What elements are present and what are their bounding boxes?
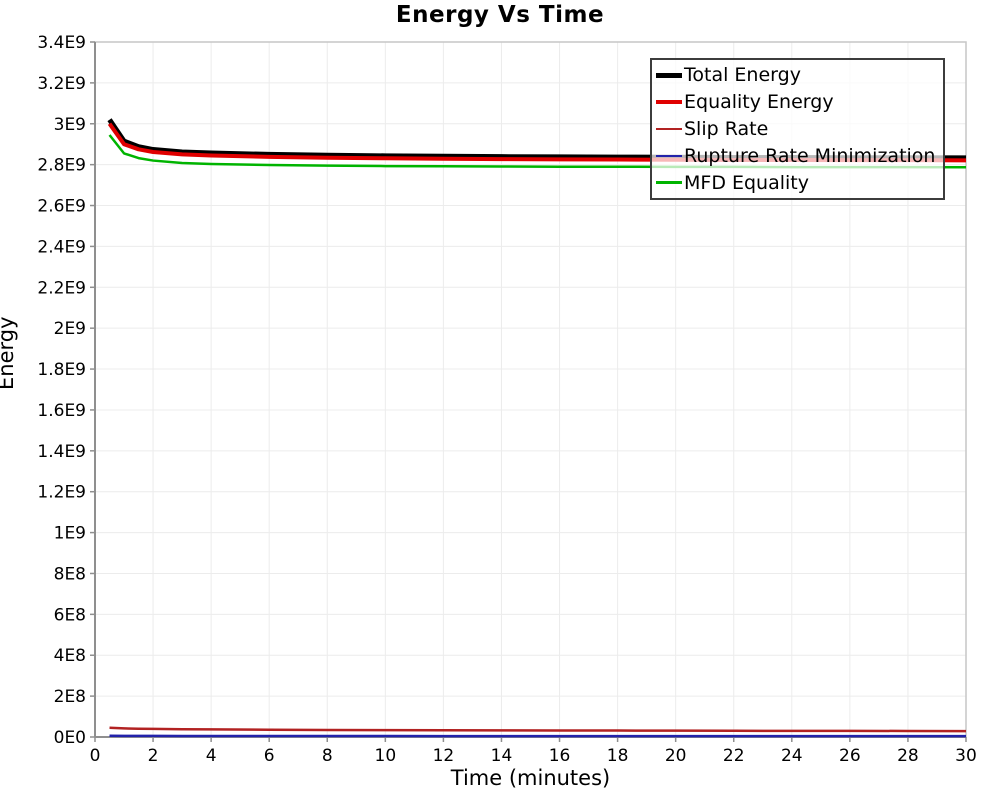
x-tick-label: 30	[955, 746, 977, 766]
legend-swatch-line	[656, 154, 682, 158]
y-tick-label: 6E8	[54, 605, 86, 625]
legend-label: MFD Equality	[684, 171, 809, 194]
legend-label: Equality Energy	[684, 91, 834, 114]
x-tick-label: 0	[90, 746, 101, 766]
x-tick-label: 22	[723, 746, 745, 766]
legend-label: Total Energy	[684, 64, 801, 87]
x-tick-label: 2	[148, 746, 159, 766]
legend-swatch-line	[656, 72, 682, 78]
legend-item: Equality Energy	[656, 89, 943, 115]
legend-swatch-line	[656, 100, 682, 105]
chart-title: Energy Vs Time	[395, 2, 605, 28]
legend-label: Rupture Rate Minimization	[684, 144, 936, 167]
y-tick-label: 0E0	[54, 728, 86, 748]
legend-item: Total Energy	[656, 62, 943, 88]
series-line-slip-rate	[109, 726, 967, 733]
x-tick-label: 14	[491, 746, 513, 766]
legend-label: Slip Rate	[684, 117, 769, 140]
x-tick-label: 4	[206, 746, 217, 766]
y-tick-label: 1E9	[54, 524, 86, 544]
x-tick-label: 6	[264, 746, 275, 766]
y-tick-label: 1.8E9	[37, 360, 86, 380]
x-tick-label: 28	[897, 746, 919, 766]
legend-item: Slip Rate	[656, 116, 943, 142]
y-tick-label: 3.4E9	[37, 33, 86, 53]
y-tick-label: 8E8	[54, 564, 86, 584]
y-tick-label: 1.2E9	[37, 483, 86, 503]
y-tick-label: 2.8E9	[37, 156, 86, 176]
x-tick-label: 18	[607, 746, 629, 766]
x-tick-label: 20	[665, 746, 687, 766]
x-tick-label: 8	[322, 746, 333, 766]
x-tick-label: 10	[375, 746, 397, 766]
x-tick-label: 26	[839, 746, 861, 766]
y-tick-label: 3E9	[54, 115, 86, 135]
y-tick-label: 2.6E9	[37, 197, 86, 217]
y-tick-label: 4E8	[54, 646, 86, 666]
y-tick-label: 3.2E9	[37, 74, 86, 94]
y-tick-label: 2E8	[54, 687, 86, 707]
x-axis-label: Time (minutes)	[450, 766, 611, 790]
y-tick-label: 2E9	[54, 319, 86, 339]
legend-item: MFD Equality	[656, 170, 943, 196]
x-tick-label: 16	[549, 746, 571, 766]
legend: Total Energy Equality Energy Slip Rate Rupt…	[650, 58, 945, 200]
y-tick-label: 1.4E9	[37, 442, 86, 462]
legend-swatch-line	[656, 181, 682, 184]
x-tick-label: 24	[781, 746, 803, 766]
y-tick-label: 2.2E9	[37, 278, 86, 298]
legend-swatch-line	[656, 127, 682, 131]
x-tick-label: 12	[433, 746, 455, 766]
y-tick-label: 1.6E9	[37, 401, 86, 421]
legend-item: Rupture Rate Minimization	[656, 143, 943, 169]
y-tick-label: 2.4E9	[37, 237, 86, 257]
